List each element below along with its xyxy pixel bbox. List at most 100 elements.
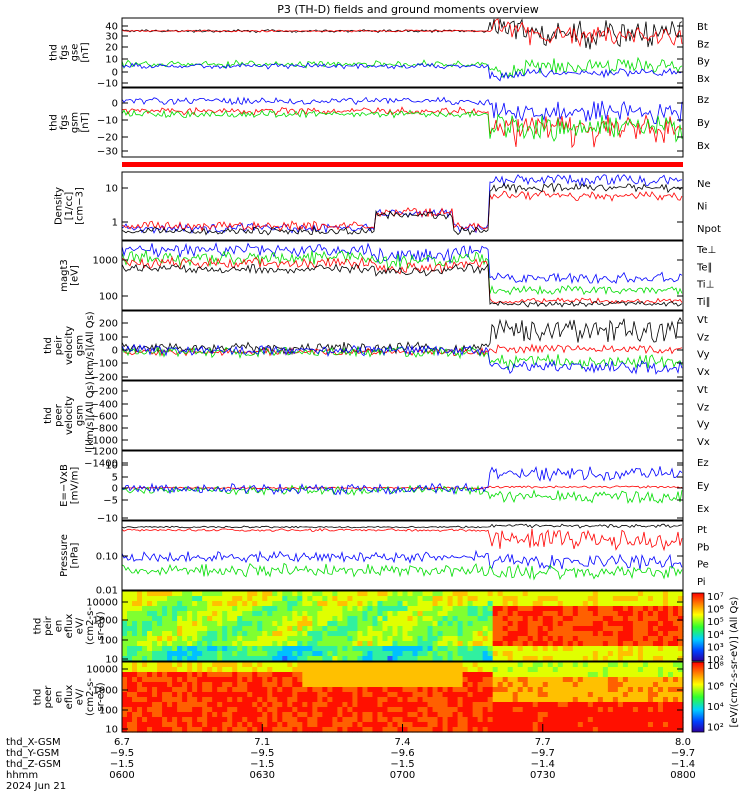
spectrogram-cell	[377, 631, 384, 637]
spectrogram-cell	[422, 646, 429, 652]
spectrogram-cell	[527, 702, 534, 708]
series-temp-0	[121, 241, 683, 285]
spectrogram-cell	[587, 631, 594, 637]
spectrogram-cell	[167, 591, 173, 597]
x-tick-label: −9.5	[110, 748, 134, 759]
spectrogram-cell	[357, 591, 364, 597]
spectrogram-cell	[392, 722, 399, 728]
spectrogram-cell	[322, 651, 328, 657]
spectrogram-cell	[257, 591, 263, 597]
spectrogram-cell	[227, 712, 233, 718]
spectrogram-cell	[182, 601, 188, 607]
spectrogram-cell	[147, 606, 153, 612]
spectrogram-cell	[332, 692, 338, 698]
spectrogram-cell	[257, 646, 263, 652]
spectrogram-cell	[227, 687, 233, 693]
spectrogram-cell	[467, 631, 474, 637]
spectrogram-cell	[502, 646, 509, 652]
spectrogram-cell	[122, 636, 128, 642]
spectrogram-cell	[482, 616, 489, 622]
spectrogram-cell	[132, 651, 138, 657]
spectrogram-cell	[207, 712, 213, 718]
spectrogram-cell	[642, 682, 649, 688]
spectrogram-cell	[637, 651, 644, 657]
spectrogram-cell	[427, 626, 434, 632]
spectrogram-cell	[227, 611, 233, 617]
spectrogram-cell	[592, 667, 599, 673]
spectrogram-cell	[412, 677, 419, 683]
legend-entry: Bz	[697, 39, 709, 50]
spectrogram-cell	[367, 697, 374, 703]
spectrogram-cell	[327, 667, 333, 673]
spectrogram-cell	[567, 646, 574, 652]
spectrogram-cell	[477, 626, 484, 632]
spectrogram-cell	[622, 702, 629, 708]
spectrogram-cell	[257, 611, 263, 617]
spectrogram-cell	[252, 697, 258, 703]
spectrogram-cell	[512, 722, 519, 728]
spectrogram-cell	[362, 651, 369, 657]
spectrogram-cell	[282, 727, 288, 733]
spectrogram-cell	[607, 722, 614, 728]
y-axis-label: peer	[43, 685, 54, 709]
spectrogram-cell	[427, 707, 434, 713]
spectrogram-cell	[142, 702, 148, 708]
legend-entry: Pt	[697, 525, 707, 536]
spectrogram-cell	[227, 707, 233, 713]
spectrogram-cell	[637, 591, 644, 597]
spectrogram-cell	[352, 631, 359, 637]
spectrogram-cell	[572, 707, 579, 713]
spectrogram-cell	[617, 662, 624, 668]
spectrogram-cell	[477, 667, 484, 673]
spectrogram-cell	[292, 596, 298, 602]
spectrogram-cell	[242, 682, 248, 688]
spectrogram-cell	[382, 707, 389, 713]
spectrogram-cell	[557, 722, 564, 728]
spectrogram-cell	[442, 722, 449, 728]
spectrogram-cell	[382, 626, 389, 632]
spectrogram-cell	[267, 722, 273, 728]
spectrogram-cell	[472, 662, 479, 668]
spectrogram-cell	[322, 687, 328, 693]
spectrogram-cell	[567, 636, 574, 642]
spectrogram-cell	[367, 672, 374, 678]
spectrogram-cell	[317, 631, 323, 637]
spectrogram-cell	[592, 646, 599, 652]
spectrogram-cell	[262, 687, 268, 693]
spectrogram-cell	[397, 707, 404, 713]
spectrogram-cell	[327, 651, 333, 657]
spectrogram-cell	[422, 692, 429, 698]
spectrogram-cell	[422, 712, 429, 718]
spectrogram-cell	[607, 626, 614, 632]
spectrogram-cell	[177, 687, 183, 693]
spectrogram-cell	[542, 596, 549, 602]
spectrogram-cell	[177, 692, 183, 698]
spectrogram-cell	[452, 606, 459, 612]
spectrogram-cell	[627, 722, 634, 728]
spectrogram-cell	[602, 707, 609, 713]
spectrogram-cell	[537, 712, 544, 718]
spectrogram-cell	[422, 722, 429, 728]
spectrogram-cell	[652, 677, 659, 683]
spectrogram-cell	[337, 687, 343, 693]
spectrogram-cell	[142, 636, 148, 642]
spectrogram-cell	[452, 727, 459, 733]
spectrogram-cell	[447, 687, 454, 693]
spectrogram-cell	[477, 641, 484, 647]
spectrogram-cell	[312, 687, 318, 693]
spectrogram-cell	[292, 662, 298, 668]
spectrogram-cell	[627, 631, 634, 637]
spectrogram-cell	[147, 636, 153, 642]
spectrogram-cell	[262, 682, 268, 688]
spectrogram-cell	[217, 656, 223, 662]
spectrogram-cell	[617, 611, 624, 617]
spectrogram-cell	[397, 646, 404, 652]
spectrogram-cell	[397, 601, 404, 607]
spectrogram-cell	[162, 697, 168, 703]
spectrogram-cell	[427, 636, 434, 642]
spectrogram-cell	[287, 656, 293, 662]
spectrogram-cell	[652, 672, 659, 678]
spectrogram-cell	[492, 707, 499, 713]
spectrogram-cell	[512, 596, 519, 602]
spectrogram-cell	[387, 722, 394, 728]
